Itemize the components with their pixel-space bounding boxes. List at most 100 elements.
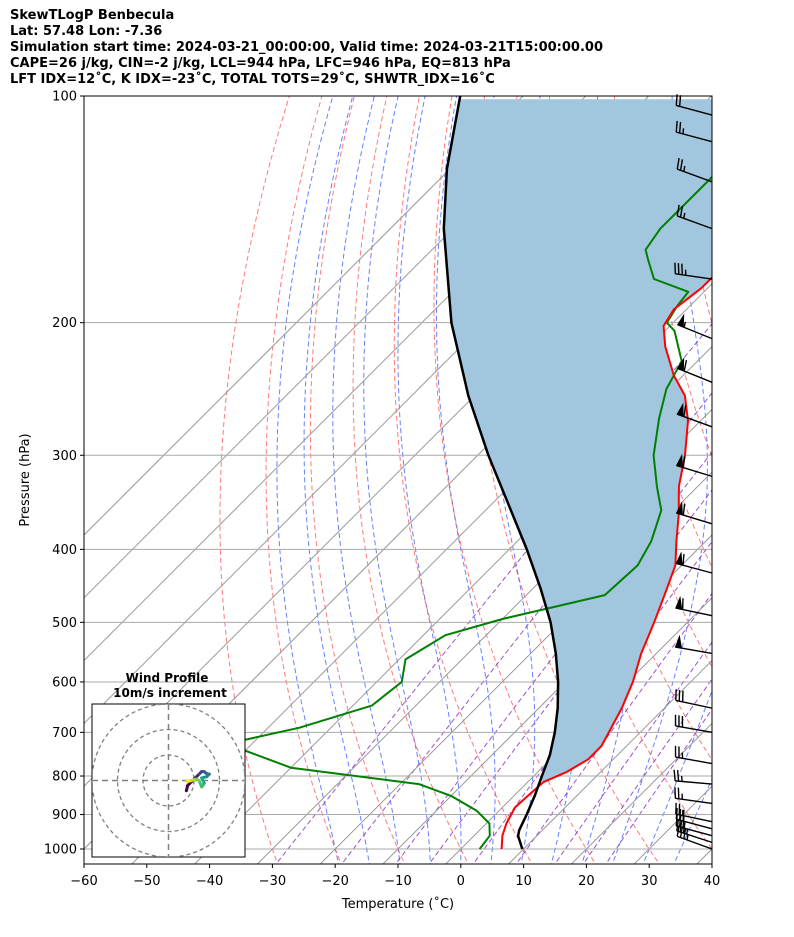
wind-barb	[676, 357, 713, 383]
y-tick-label: 400	[52, 543, 77, 558]
barb-shaft	[675, 273, 713, 280]
x-tick-label: −30	[259, 874, 286, 889]
barb-full	[679, 159, 684, 171]
barb-shaft	[676, 818, 713, 830]
plot-area	[84, 79, 794, 868]
barb-shaft	[676, 168, 713, 183]
x-tick-label: 30	[641, 874, 658, 889]
wind-barb	[674, 714, 713, 734]
indices-line-2: LFT IDX=12˚C, K IDX=-23˚C, TOTAL TOTS=29…	[10, 72, 495, 87]
barb-flag	[675, 595, 683, 610]
barb-shaft	[675, 797, 713, 805]
time-line: Simulation start time: 2024-03-21_00:00:…	[10, 40, 603, 55]
moist-adiabat	[363, 96, 431, 864]
wind-barb	[676, 402, 713, 428]
barb-flag	[676, 357, 685, 372]
wind-barb	[675, 501, 713, 525]
x-tick-label: 10	[515, 874, 532, 889]
barb-half	[680, 775, 683, 782]
dry-adiabat	[393, 96, 533, 864]
barb-full	[673, 769, 676, 781]
x-tick-label: 40	[704, 874, 721, 889]
isotherm	[84, 96, 524, 536]
dry-adiabat	[433, 96, 597, 864]
isotherm	[507, 659, 712, 864]
x-axis-label: Temperature (˚C)	[341, 896, 454, 912]
y-tick-label: 200	[52, 316, 77, 331]
x-tick-label: −20	[321, 874, 348, 889]
moist-adiabat	[436, 96, 496, 864]
x-tick-label: −50	[133, 874, 160, 889]
cape-shading	[443, 99, 712, 782]
barb-half	[683, 165, 686, 172]
temperature-line	[500, 276, 712, 850]
y-tick-label: 700	[52, 726, 77, 741]
barb-full	[676, 769, 680, 782]
isotherm	[570, 722, 712, 864]
wind-barb	[675, 802, 713, 823]
barb-full	[683, 405, 687, 417]
barb-shaft	[676, 835, 713, 850]
x-tick-label: −40	[196, 874, 223, 889]
dry-adiabat	[743, 79, 794, 868]
isotherm	[319, 471, 712, 864]
barb-shaft	[675, 780, 713, 785]
barb-shaft	[675, 725, 713, 734]
wind-barb	[675, 689, 713, 709]
indices-line-1: CAPE=26 j/kg, CIN=-2 j/kg, LCL=944 hPa, …	[10, 56, 511, 71]
barb-flag	[674, 634, 683, 649]
wind-barb	[674, 745, 713, 765]
x-tick-label: 20	[578, 874, 595, 889]
wind-barb	[675, 94, 713, 116]
barb-full	[675, 120, 678, 133]
barb-full	[675, 94, 678, 106]
barb-half	[683, 321, 687, 328]
moist-adiabat	[303, 96, 370, 864]
dewpoint-line	[225, 175, 712, 850]
barb-shaft	[675, 756, 713, 765]
y-tick-label: 1000	[44, 843, 77, 858]
barb-flag	[675, 453, 683, 469]
wind-barb	[676, 204, 713, 230]
isotherm	[382, 534, 712, 864]
wind-barb	[675, 551, 713, 574]
y-tick-label: 900	[52, 808, 77, 823]
dry-adiabat	[775, 79, 794, 868]
location-line: Lat: 57.48 Lon: -7.36	[10, 24, 163, 39]
barb-full	[678, 121, 682, 134]
barb-full	[676, 819, 680, 832]
barb-shaft	[676, 131, 713, 143]
chart-title: SkewTLogP Benbecula	[10, 8, 175, 23]
wind-barb	[676, 158, 713, 183]
wind-barb	[674, 262, 713, 280]
barb-full	[683, 359, 688, 372]
barb-full	[676, 204, 680, 217]
barb-shaft	[676, 830, 713, 844]
barb-shaft	[675, 813, 713, 823]
wind-barb	[676, 313, 713, 340]
barb-half	[686, 834, 689, 841]
parcel-line	[442, 96, 560, 850]
x-tick-label: −10	[384, 874, 411, 889]
barb-full	[682, 456, 686, 468]
wind-barb	[675, 120, 713, 143]
dry-adiabat	[309, 96, 406, 864]
wind-barb	[673, 769, 713, 785]
chart-title-block: SkewTLogP Benbecula Lat: 57.48 Lon: -7.3…	[10, 8, 603, 88]
barb-flag	[676, 313, 685, 328]
barb-full	[679, 820, 683, 833]
wind-barbs	[673, 94, 713, 850]
moist-adiabat	[276, 96, 340, 864]
barb-shaft	[676, 825, 713, 837]
hodograph-segment	[184, 779, 191, 784]
y-axis-label: Pressure (hPa)	[18, 433, 33, 526]
wind-barb	[675, 453, 713, 478]
barb-full	[676, 158, 680, 170]
barb-flag	[675, 501, 683, 516]
barb-half	[683, 212, 686, 219]
y-tick-label: 300	[52, 449, 77, 464]
wind-barb	[674, 787, 713, 805]
barb-flag	[676, 402, 684, 417]
barb-shaft	[675, 699, 713, 709]
